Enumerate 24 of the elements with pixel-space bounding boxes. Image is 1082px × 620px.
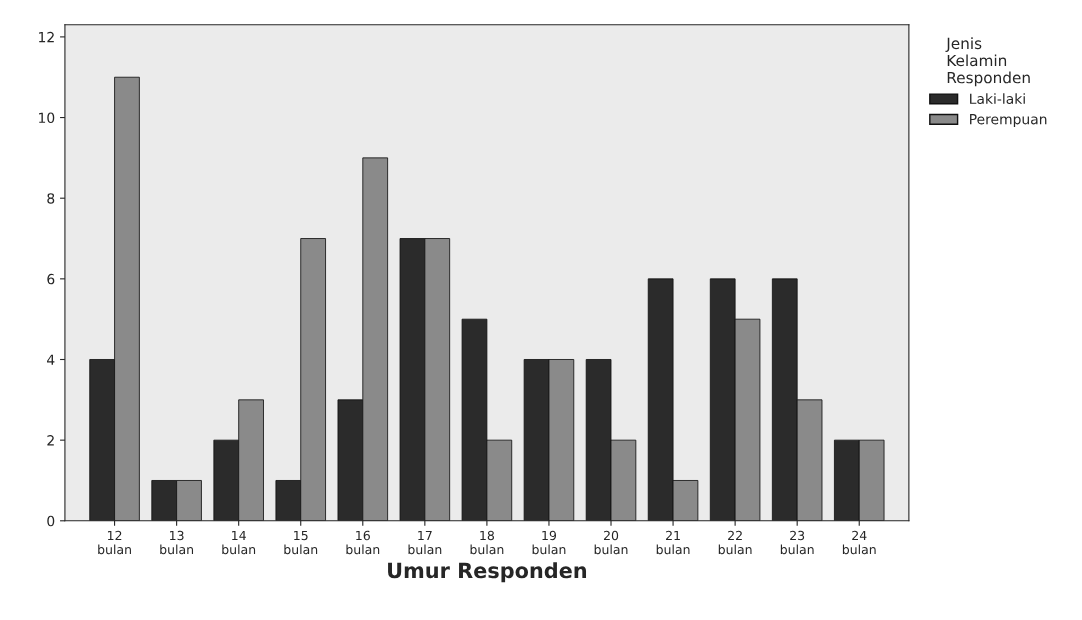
y-tick-label: 2 <box>47 435 54 446</box>
y-tick-label: 4 <box>47 354 55 365</box>
y-tick-label: 0 <box>47 515 55 527</box>
x-tick-label: 20 bulan <box>594 530 628 555</box>
legend-label: Laki-laki <box>970 93 1025 104</box>
x-tick-label: 16 bulan <box>346 530 380 555</box>
legend-label: Perempuan <box>970 114 1047 128</box>
y-tick-label: 10 <box>39 112 55 124</box>
x-tick-label: 18 bulan <box>470 530 504 555</box>
y-tick-label: 12 <box>39 31 54 43</box>
x-axis-title: Umur Responden <box>388 562 587 583</box>
x-tick-label: 13 bulan <box>160 530 194 555</box>
x-tick-label: 17 bulan <box>408 530 442 555</box>
y-tick-label: 6 <box>47 273 55 285</box>
x-tick-label: 21 bulan <box>656 530 690 555</box>
x-tick-label: 23 bulan <box>780 530 814 555</box>
x-tick-label: 22 bulan <box>718 530 752 555</box>
x-tick-label: 24 bulan <box>842 530 876 555</box>
y-tick-label: 8 <box>47 193 55 204</box>
legend-title: Jenis Kelamin Responden <box>945 37 1030 87</box>
x-tick-label: 15 bulan <box>284 530 318 555</box>
x-tick-label: 12 bulan <box>98 530 131 555</box>
x-tick-label: 14 bulan <box>222 530 256 555</box>
x-tick-label: 19 bulan <box>532 530 566 555</box>
